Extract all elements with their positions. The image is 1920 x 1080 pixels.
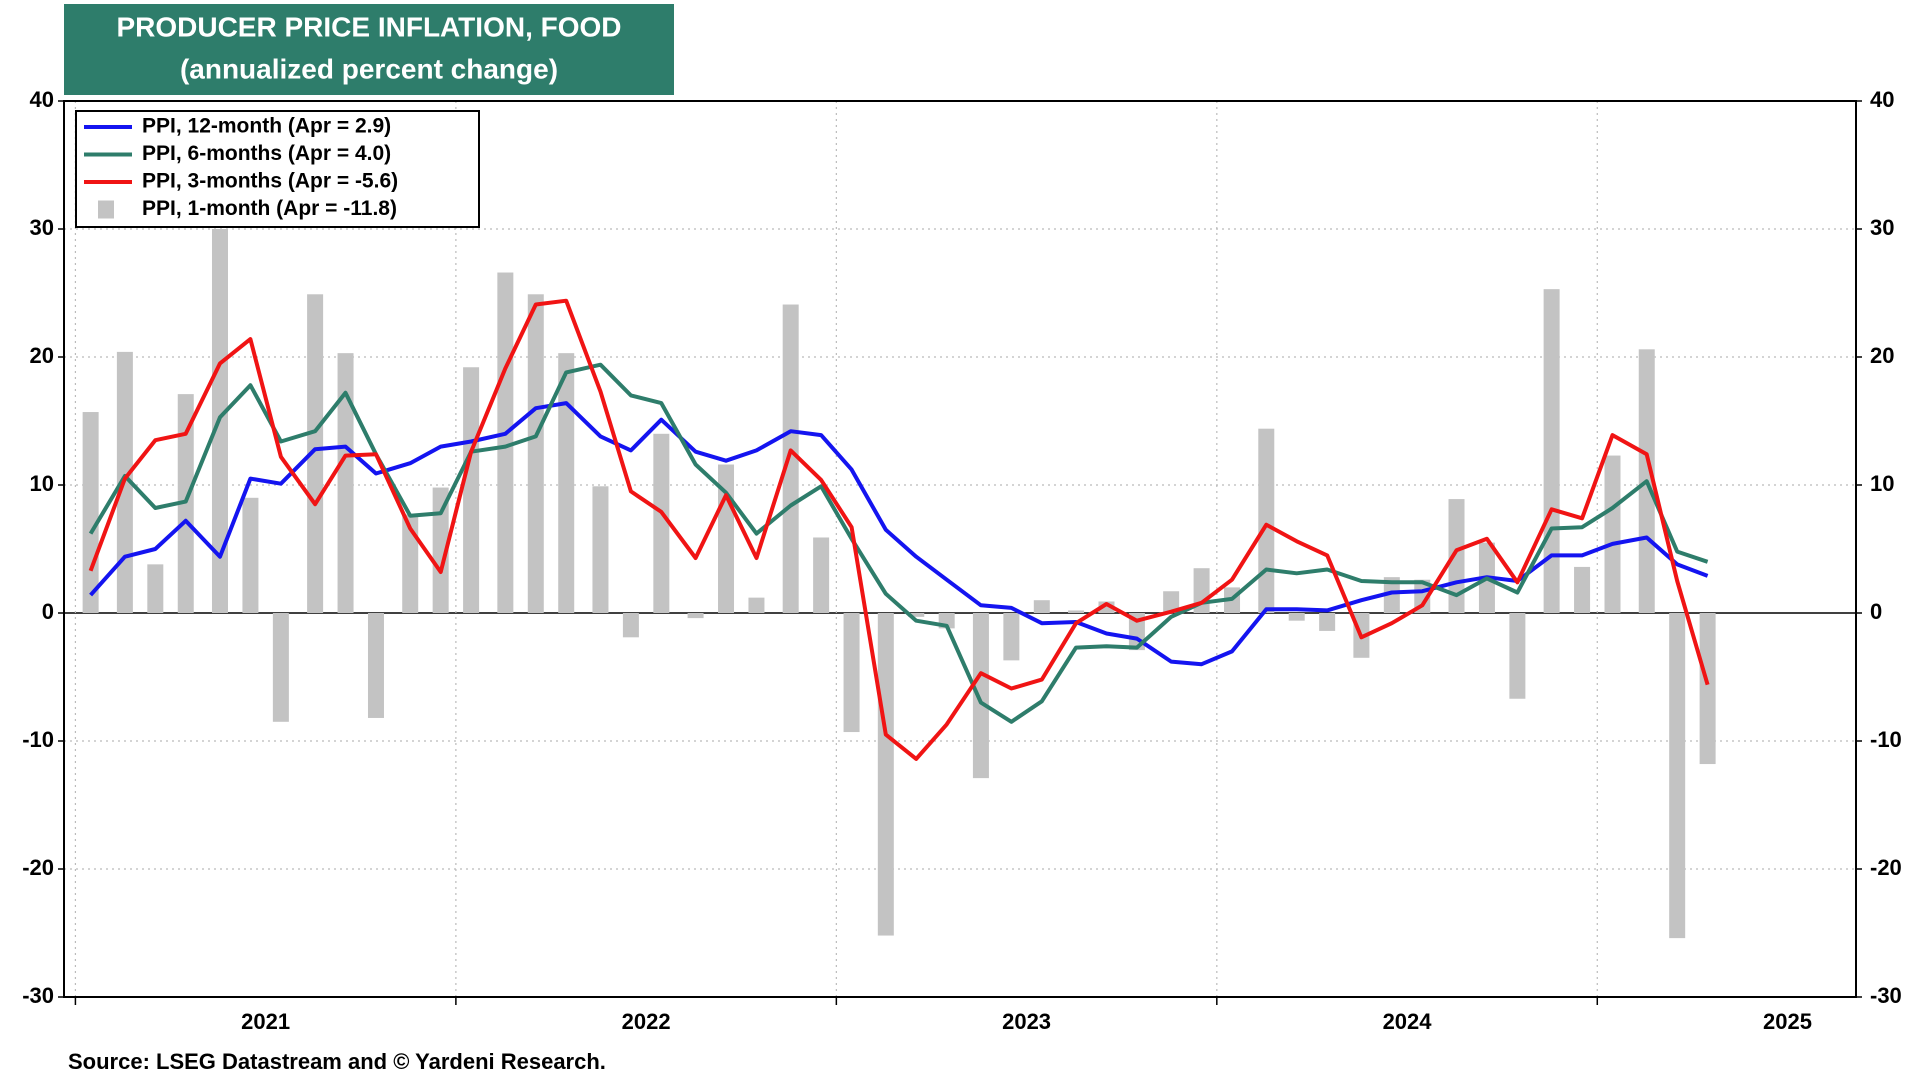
y2-tick-label: -20 xyxy=(1870,855,1902,880)
bar xyxy=(527,294,544,613)
bar xyxy=(1258,428,1275,613)
x-tick-label: 2025 xyxy=(1763,1009,1812,1034)
bar xyxy=(653,433,670,613)
y-tick-label: -20 xyxy=(22,855,54,880)
bar xyxy=(1509,613,1526,699)
y-tick-label: 30 xyxy=(30,215,54,240)
y-tick-label: 10 xyxy=(30,471,54,496)
bar xyxy=(1068,610,1085,613)
x-tick-label: 2024 xyxy=(1383,1009,1433,1034)
legend-label: PPI, 12-month (Apr = 2.9) xyxy=(142,115,391,138)
bar xyxy=(1699,613,1716,765)
y-tick-label: 20 xyxy=(30,343,54,368)
bar xyxy=(367,613,384,718)
y2-tick-label: 30 xyxy=(1870,215,1894,240)
title-box xyxy=(64,4,674,95)
y2-tick-label: -30 xyxy=(1870,983,1902,1008)
bar xyxy=(307,294,324,613)
bar xyxy=(147,564,164,613)
bar xyxy=(748,597,765,613)
bar xyxy=(1098,601,1115,613)
bar xyxy=(1288,613,1305,621)
bar xyxy=(1604,455,1621,613)
line xyxy=(88,362,1709,724)
bar xyxy=(908,613,925,617)
legend-swatch xyxy=(98,200,114,219)
y-tick-label: -30 xyxy=(22,983,54,1008)
bar xyxy=(592,486,609,613)
bar xyxy=(463,367,480,613)
x-tick-label: 2023 xyxy=(1002,1009,1051,1034)
bar xyxy=(82,412,99,613)
bar xyxy=(432,487,449,613)
bar xyxy=(687,613,704,619)
y2-tick-label: 10 xyxy=(1870,471,1894,496)
y-tick-label: 0 xyxy=(42,599,54,624)
plot-frame xyxy=(63,100,1857,998)
y2-tick-label: 0 xyxy=(1870,599,1882,624)
y-tick-label: 40 xyxy=(30,87,54,112)
bar xyxy=(877,613,894,936)
bar xyxy=(972,613,989,779)
chart-subtitle: (annualized percent change) xyxy=(180,53,558,84)
line xyxy=(89,401,1709,667)
bar xyxy=(337,353,354,613)
bar xyxy=(242,497,259,613)
y2-tick-label: 20 xyxy=(1870,343,1894,368)
bar xyxy=(1383,577,1400,613)
bar xyxy=(272,613,289,722)
bar xyxy=(1319,613,1336,631)
bar xyxy=(558,353,575,613)
x-tick-label: 2022 xyxy=(622,1009,671,1034)
bar xyxy=(1574,566,1591,613)
y2-tick-label: -10 xyxy=(1870,727,1902,752)
bar xyxy=(1033,600,1050,613)
legend-label: PPI, 1-month (Apr = -11.8) xyxy=(142,197,397,220)
y2-tick-label: 40 xyxy=(1870,87,1894,112)
bar xyxy=(622,613,639,638)
legend-label: PPI, 6-months (Apr = 4.0) xyxy=(142,142,391,165)
bar xyxy=(813,537,830,613)
source-note: Source: LSEG Datastream and © Yardeni Re… xyxy=(68,1049,606,1074)
bar xyxy=(402,514,419,613)
line xyxy=(88,298,1710,761)
bar xyxy=(1003,613,1020,661)
bar xyxy=(782,304,799,613)
bar xyxy=(1163,591,1180,613)
bar xyxy=(1543,289,1560,613)
bar xyxy=(1669,613,1686,939)
chart-title: PRODUCER PRICE INFLATION, FOOD xyxy=(116,11,621,42)
y-tick-label: -10 xyxy=(22,727,54,752)
bar xyxy=(843,613,860,733)
legend-box xyxy=(75,110,480,228)
bar xyxy=(1414,579,1431,613)
x-tick-label: 2021 xyxy=(241,1009,290,1034)
legend-label: PPI, 3-months (Apr = -5.6) xyxy=(142,170,398,193)
